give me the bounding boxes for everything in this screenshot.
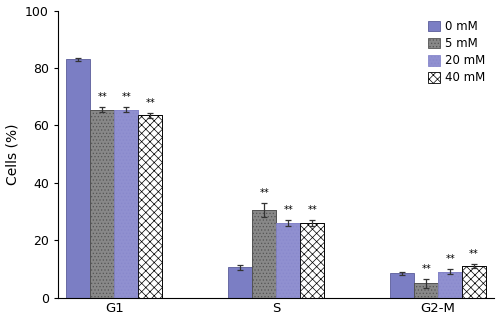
Bar <box>414 283 438 298</box>
Bar <box>66 59 90 298</box>
Text: **: ** <box>284 205 293 215</box>
Bar <box>114 109 138 298</box>
Text: **: ** <box>445 254 455 264</box>
Bar <box>438 272 462 298</box>
Bar <box>462 266 486 298</box>
Text: **: ** <box>308 205 317 215</box>
Text: **: ** <box>98 91 107 101</box>
Bar <box>276 223 300 298</box>
Text: **: ** <box>146 98 155 108</box>
Bar <box>138 115 162 298</box>
Text: **: ** <box>122 91 131 101</box>
Text: **: ** <box>469 248 479 258</box>
Bar <box>138 115 162 298</box>
Bar <box>300 223 324 298</box>
Bar <box>252 210 276 298</box>
Text: **: ** <box>422 264 431 274</box>
Bar <box>390 273 414 298</box>
Bar <box>438 272 462 298</box>
Y-axis label: Cells (%): Cells (%) <box>6 123 20 185</box>
Bar <box>276 223 300 298</box>
Text: **: ** <box>260 188 269 198</box>
Bar <box>414 283 438 298</box>
Bar <box>462 266 486 298</box>
Bar <box>228 267 252 298</box>
Bar <box>90 109 114 298</box>
Bar <box>300 223 324 298</box>
Bar <box>252 210 276 298</box>
Legend: 0 mM, 5 mM, 20 mM, 40 mM: 0 mM, 5 mM, 20 mM, 40 mM <box>424 16 488 88</box>
Bar <box>114 109 138 298</box>
Bar <box>90 109 114 298</box>
